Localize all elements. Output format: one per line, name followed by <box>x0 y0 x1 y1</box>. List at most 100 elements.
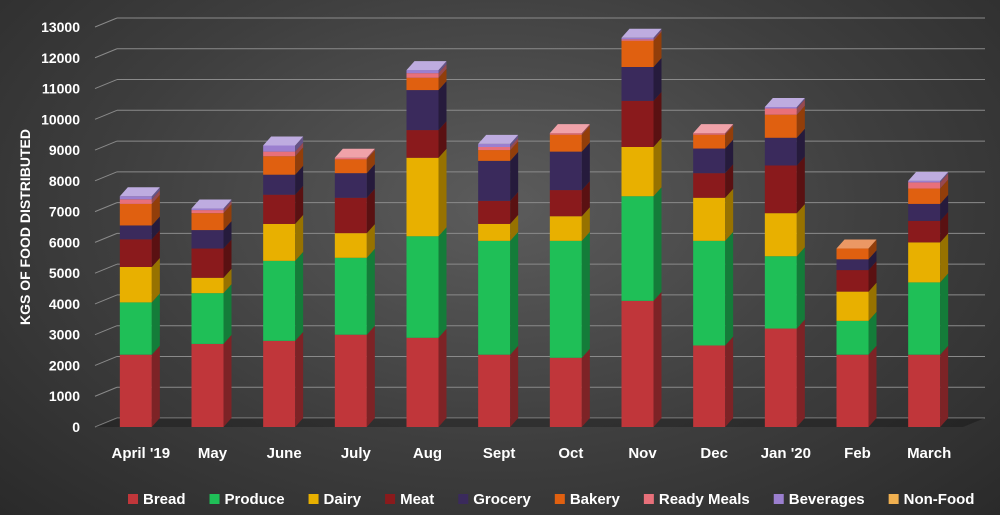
bar-segment-side <box>940 233 949 283</box>
legend-label: Beverages <box>789 491 865 508</box>
bar-segment <box>406 90 439 131</box>
gridline-side <box>94 355 118 366</box>
bar-segment <box>119 225 152 240</box>
bar-segment-side <box>868 282 877 321</box>
bar-top-cap <box>764 98 805 107</box>
bar-segment <box>263 174 296 195</box>
bar-segment-side <box>295 214 304 261</box>
bar-segment-side <box>295 165 304 195</box>
bar-segment <box>836 354 869 427</box>
bar-segment <box>693 173 726 198</box>
bar-segment <box>621 300 654 427</box>
bar-segment-side <box>510 151 519 201</box>
bar-segment-side <box>796 319 805 427</box>
legend-label: Grocery <box>473 491 531 508</box>
bar-segment-side <box>438 68 447 91</box>
bar-segment <box>478 240 511 355</box>
bar-segment <box>621 100 654 147</box>
bar-segment-side <box>581 181 590 217</box>
bar-segment-side <box>366 164 375 198</box>
bar-segment-side <box>151 345 160 427</box>
legend-item: Non-Food <box>888 491 974 508</box>
bar-segment <box>908 180 941 183</box>
legend-swatch <box>308 494 319 504</box>
bar-segment <box>549 151 582 191</box>
bar-segment <box>549 216 582 241</box>
legend-label: Ready Meals <box>659 491 750 508</box>
x-tick-label: Sept <box>483 445 516 462</box>
bar-segment <box>693 345 726 427</box>
bar-segment-side <box>796 128 805 166</box>
bar-segment <box>693 240 726 346</box>
bar-segment-side <box>438 148 447 237</box>
bar-segment-side <box>940 211 949 243</box>
bar-top-cap <box>119 187 160 197</box>
bar-segment-side <box>438 227 447 338</box>
bar-segment-side <box>510 345 519 427</box>
bar-stack <box>119 187 160 427</box>
bar-segment <box>478 147 511 151</box>
bar-segment-side <box>868 261 877 292</box>
legend-item: Meat <box>385 491 434 508</box>
y-tick-label: 2000 <box>49 357 80 373</box>
legend-item: Grocery <box>458 491 531 508</box>
bar-segment <box>406 236 439 338</box>
bar-segment <box>908 242 941 283</box>
bar-segment-side <box>366 150 375 174</box>
bar-top-cap <box>478 134 519 144</box>
x-tick-label: July <box>341 445 372 462</box>
legend-swatch <box>458 494 469 504</box>
bar-segment <box>621 37 654 40</box>
bar-segment-side <box>725 336 734 427</box>
bar-segment-side <box>653 30 662 41</box>
bar-segment-side <box>653 291 662 427</box>
bar-segment <box>334 157 367 160</box>
bar-segment <box>334 233 367 258</box>
bar-segment-side <box>223 239 232 278</box>
legend-item: Bread <box>128 491 186 508</box>
bar-stack <box>191 199 232 427</box>
bar-top-cap <box>549 124 590 134</box>
y-tick-label: 12000 <box>41 50 80 66</box>
y-tick-label: 3000 <box>49 327 80 343</box>
legend-label: Bread <box>143 491 186 508</box>
bar-segment <box>263 340 296 427</box>
bar-stack <box>836 239 877 427</box>
bar-segment-side <box>223 334 232 427</box>
gridline-side <box>94 202 118 213</box>
bar-segment <box>621 67 654 101</box>
bar-segment-side <box>940 273 949 355</box>
bar-segment-side <box>581 348 590 427</box>
legend-swatch <box>643 494 654 504</box>
x-tick-label: Oct <box>558 445 583 462</box>
gridline-side <box>94 17 118 28</box>
bar-segment-side <box>438 64 447 78</box>
gridline-side <box>94 79 118 90</box>
bar-top-cap <box>263 136 304 146</box>
bar-segment <box>478 143 511 147</box>
bar-segment-side <box>223 284 232 344</box>
bar-top-cap <box>334 148 375 158</box>
bar-segment <box>263 223 296 261</box>
bar-segment-side <box>725 139 734 174</box>
bar-segment <box>334 173 367 198</box>
legend-label: Meat <box>400 491 434 508</box>
bar-segment <box>191 230 224 249</box>
bar-segment-side <box>581 142 590 191</box>
bar-segment <box>191 248 224 278</box>
bar-segment <box>908 282 941 355</box>
bar-segment-side <box>438 328 447 427</box>
bar-segment <box>764 137 797 166</box>
bar-stack <box>908 171 949 427</box>
bar-segment-side <box>581 125 590 152</box>
bar-segment-side <box>295 136 304 152</box>
bar-segment <box>119 354 152 427</box>
bar-segment <box>621 196 654 301</box>
gridline-side <box>94 325 118 336</box>
bar-segment-side <box>151 230 160 267</box>
x-tick-label: May <box>198 445 228 462</box>
bar-segment-side <box>653 58 662 101</box>
bar-segment <box>478 160 511 201</box>
x-tick-label: June <box>267 445 302 462</box>
y-tick-label: 6000 <box>49 234 80 250</box>
